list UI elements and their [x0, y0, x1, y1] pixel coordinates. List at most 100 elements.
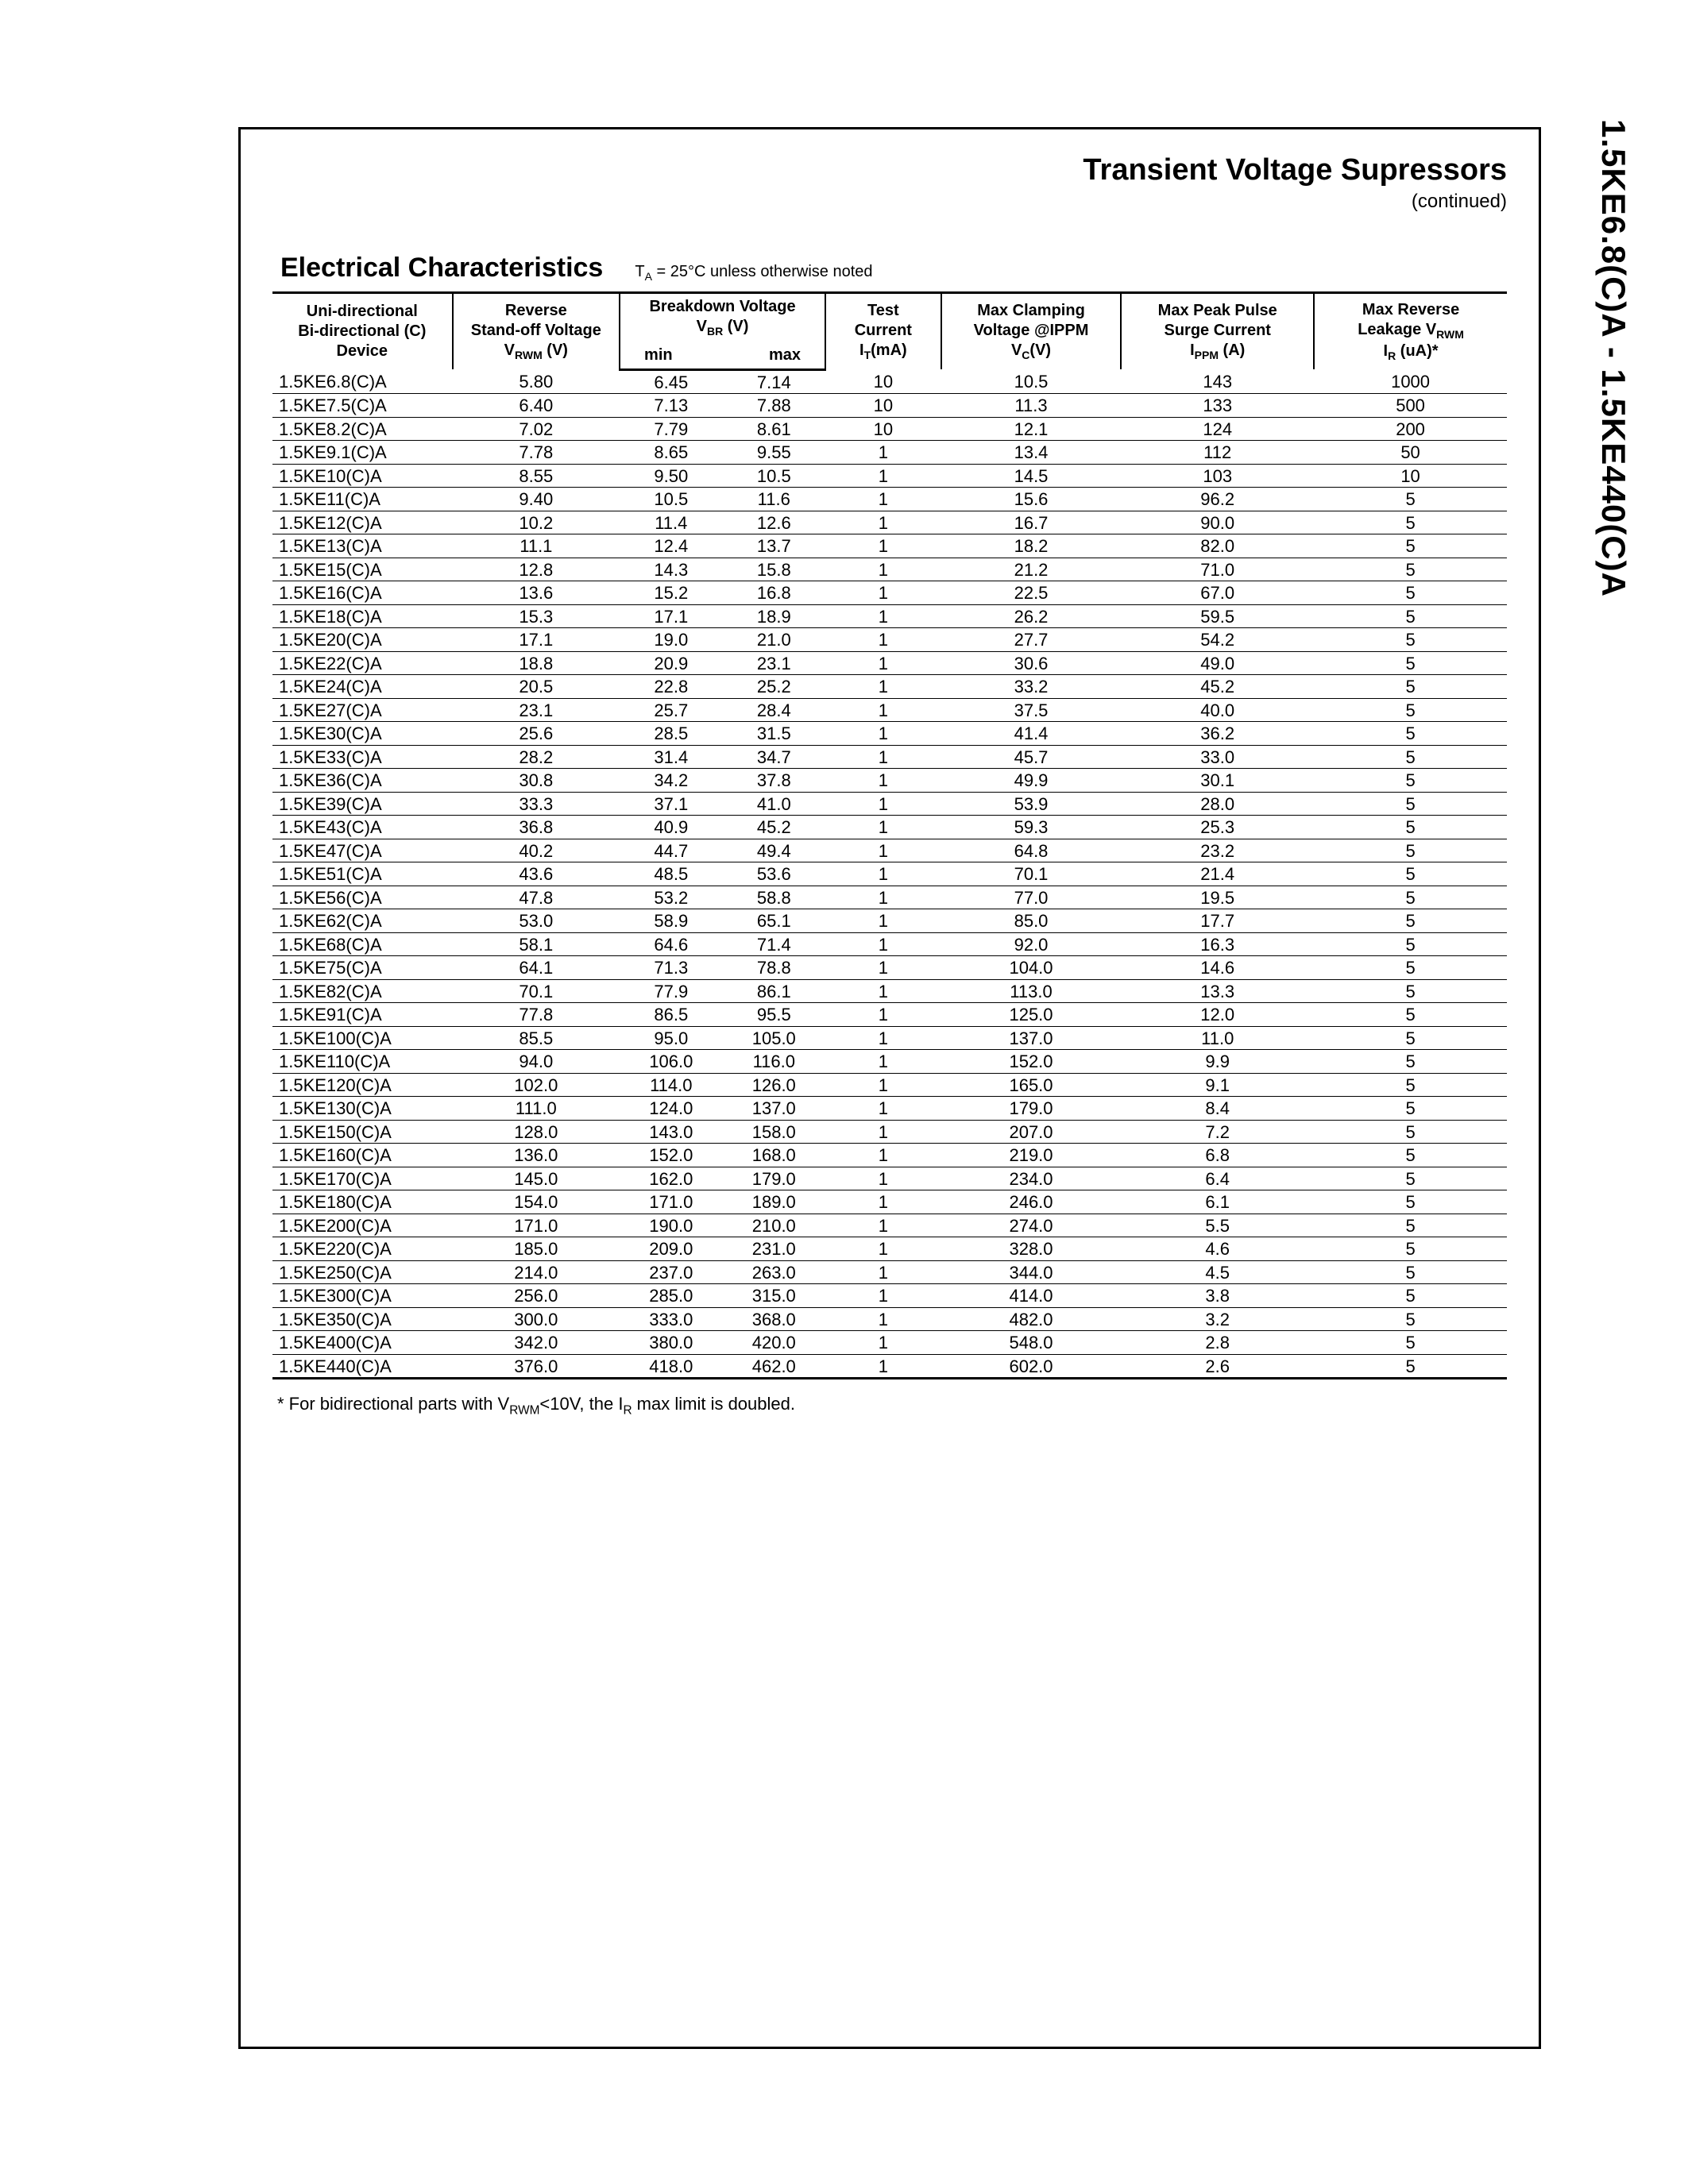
table-cell: 1.5KE62(C)A [272, 909, 453, 933]
table-cell: 7.14 [723, 369, 825, 394]
table-cell: 18.8 [453, 651, 620, 675]
table-row: 1.5KE150(C)A128.0143.0158.01207.07.25 [272, 1120, 1507, 1144]
table-cell: 5 [1314, 651, 1507, 675]
table-cell: 1 [825, 932, 941, 956]
title-block: Transient Voltage Supressors (continued) [272, 153, 1507, 213]
table-cell: 106.0 [620, 1050, 722, 1074]
table-cell: 2.8 [1121, 1331, 1314, 1355]
table-cell: 1.5KE350(C)A [272, 1307, 453, 1331]
table-cell: 17.1 [620, 604, 722, 628]
th-vrwm-l2: Stand-off Voltage [471, 322, 601, 339]
table-cell: 5 [1314, 862, 1507, 886]
table-cell: 59.3 [941, 816, 1122, 839]
table-cell: 5 [1314, 1190, 1507, 1214]
table-cell: 28.2 [453, 745, 620, 769]
table-cell: 5.80 [453, 369, 620, 394]
th-device-l2: Bi-directional (C) [298, 322, 426, 340]
table-cell: 1 [825, 581, 941, 605]
continued-label: (continued) [272, 191, 1507, 213]
electrical-characteristics-table: Uni-directional Bi-directional (C) Devic… [272, 291, 1507, 1379]
table-cell: 19.5 [1121, 886, 1314, 909]
table-cell: 16.3 [1121, 932, 1314, 956]
table-cell: 10 [825, 369, 941, 394]
table-cell: 82.0 [1121, 534, 1314, 558]
table-cell: 5 [1314, 1050, 1507, 1074]
table-cell: 37.5 [941, 698, 1122, 722]
table-cell: 1.5KE47(C)A [272, 839, 453, 862]
th-ippm: Max Peak Pulse Surge Current IPPM (A) [1121, 293, 1314, 370]
table-cell: 7.78 [453, 441, 620, 465]
table-cell: 158.0 [723, 1120, 825, 1144]
table-cell: 16.8 [723, 581, 825, 605]
table-cell: 92.0 [941, 932, 1122, 956]
table-cell: 1 [825, 769, 941, 793]
table-cell: 49.0 [1121, 651, 1314, 675]
table-cell: 274.0 [941, 1214, 1122, 1237]
table-cell: 210.0 [723, 1214, 825, 1237]
table-row: 1.5KE7.5(C)A6.407.137.881011.3133500 [272, 394, 1507, 418]
table-cell: 137.0 [723, 1097, 825, 1121]
table-cell: 1 [825, 1167, 941, 1190]
table-cell: 234.0 [941, 1167, 1122, 1190]
table-cell: 190.0 [620, 1214, 722, 1237]
table-cell: 103 [1121, 464, 1314, 488]
table-row: 1.5KE6.8(C)A5.806.457.141010.51431000 [272, 369, 1507, 394]
table-cell: 1 [825, 628, 941, 652]
table-cell: 28.0 [1121, 792, 1314, 816]
table-cell: 44.7 [620, 839, 722, 862]
th-device-l1: Uni-directional [307, 303, 418, 320]
table-row: 1.5KE300(C)A256.0285.0315.01414.03.85 [272, 1284, 1507, 1308]
table-cell: 4.6 [1121, 1237, 1314, 1261]
table-cell: 1.5KE20(C)A [272, 628, 453, 652]
table-cell: 13.3 [1121, 979, 1314, 1003]
table-cell: 10 [825, 394, 941, 418]
table-header: Uni-directional Bi-directional (C) Devic… [272, 293, 1507, 370]
table-cell: 1.5KE56(C)A [272, 886, 453, 909]
table-cell: 90.0 [1121, 511, 1314, 534]
table-row: 1.5KE39(C)A33.337.141.0153.928.05 [272, 792, 1507, 816]
table-cell: 25.3 [1121, 816, 1314, 839]
table-cell: 13.6 [453, 581, 620, 605]
table-cell: 7.13 [620, 394, 722, 418]
table-cell: 95.0 [620, 1026, 722, 1050]
table-cell: 111.0 [453, 1097, 620, 1121]
table-cell: 1 [825, 1190, 941, 1214]
table-cell: 5 [1314, 534, 1507, 558]
table-cell: 15.8 [723, 558, 825, 581]
table-cell: 77.8 [453, 1003, 620, 1027]
table-cell: 1.5KE160(C)A [272, 1144, 453, 1167]
table-cell: 1.5KE12(C)A [272, 511, 453, 534]
th-device-l3: Device [337, 342, 388, 360]
th-ippm-l2: Surge Current [1164, 322, 1270, 339]
table-cell: 14.5 [941, 464, 1122, 488]
table-cell: 11.0 [1121, 1026, 1314, 1050]
table-cell: 5 [1314, 628, 1507, 652]
table-cell: 96.2 [1121, 488, 1314, 511]
table-cell: 12.1 [941, 417, 1122, 441]
table-cell: 102.0 [453, 1073, 620, 1097]
table-row: 1.5KE33(C)A28.231.434.7145.733.05 [272, 745, 1507, 769]
table-row: 1.5KE200(C)A171.0190.0210.01274.05.55 [272, 1214, 1507, 1237]
table-cell: 1 [825, 1120, 941, 1144]
table-cell: 1.5KE400(C)A [272, 1331, 453, 1355]
table-cell: 200 [1314, 417, 1507, 441]
table-cell: 5 [1314, 956, 1507, 980]
table-cell: 209.0 [620, 1237, 722, 1261]
table-cell: 1 [825, 1003, 941, 1027]
table-cell: 28.5 [620, 722, 722, 746]
table-cell: 145.0 [453, 1167, 620, 1190]
th-vrwm: Reverse Stand-off Voltage VRWM (V) [453, 293, 620, 370]
table-cell: 1.5KE440(C)A [272, 1354, 453, 1379]
table-cell: 285.0 [620, 1284, 722, 1308]
table-cell: 85.0 [941, 909, 1122, 933]
table-cell: 5 [1314, 769, 1507, 793]
table-row: 1.5KE9.1(C)A7.788.659.55113.411250 [272, 441, 1507, 465]
table-cell: 5 [1314, 909, 1507, 933]
section-heading: Electrical Characteristics [280, 253, 603, 284]
th-vrwm-l1: Reverse [505, 302, 567, 319]
table-cell: 179.0 [723, 1167, 825, 1190]
table-row: 1.5KE400(C)A342.0380.0420.01548.02.85 [272, 1331, 1507, 1355]
table-cell: 263.0 [723, 1260, 825, 1284]
table-cell: 19.0 [620, 628, 722, 652]
table-cell: 1.5KE68(C)A [272, 932, 453, 956]
